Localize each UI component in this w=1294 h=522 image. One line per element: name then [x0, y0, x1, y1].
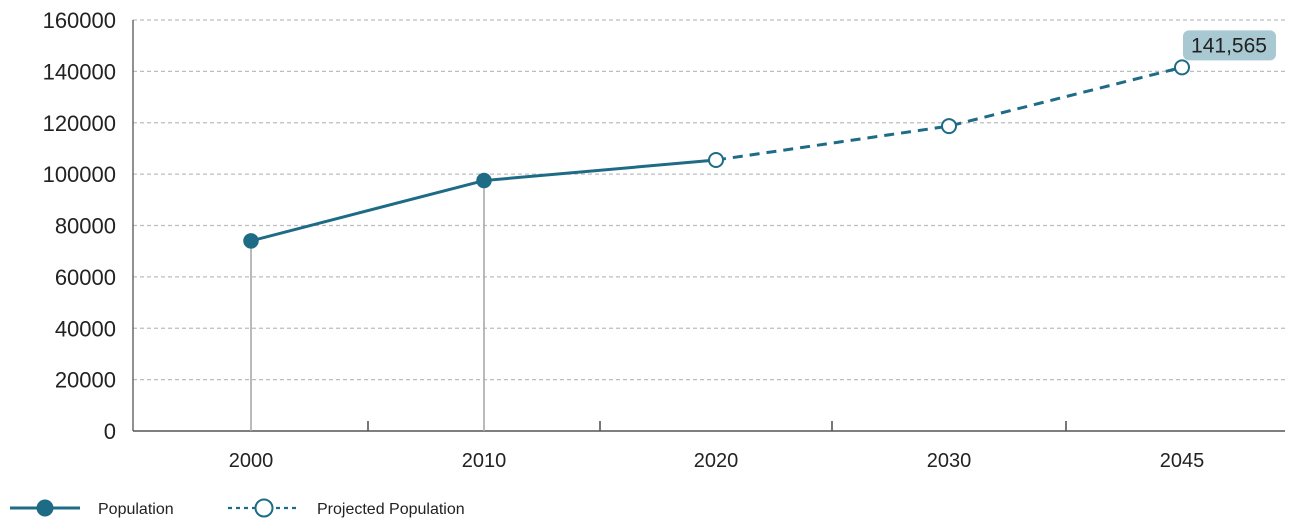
- y-tick-label: 60000: [55, 265, 116, 290]
- grid-lines: [133, 19, 1285, 381]
- legend-population-label: Population: [98, 501, 174, 518]
- legend-projected-label: Projected Population: [317, 501, 465, 518]
- annotation-label: 141,565: [1191, 34, 1267, 57]
- population-point: [243, 233, 259, 249]
- y-tick-label: 160000: [43, 8, 116, 33]
- x-tick-label: 2030: [927, 450, 972, 472]
- legend-projected-marker: [254, 498, 274, 518]
- x-tick-label: 2000: [229, 450, 274, 472]
- legend: Population Projected Population: [10, 498, 465, 518]
- projected-population-point: [941, 118, 957, 135]
- annotation-badge: [1183, 30, 1276, 61]
- y-tick-label: 120000: [43, 111, 116, 136]
- drop-lines: [250, 180, 485, 431]
- y-tick-label: 20000: [55, 368, 116, 393]
- projected-population-line: [715, 65, 1183, 162]
- annotations: 141,565: [1183, 30, 1276, 61]
- y-tick-label: 140000: [43, 59, 116, 84]
- population-point: [476, 172, 492, 189]
- x-tick-label: 2020: [694, 450, 739, 472]
- tick-labels: 0 20000 40000 60000 80000 100000 120000 140000 1…: [43, 8, 1205, 472]
- series: [243, 59, 1190, 249]
- y-tick-label: 40000: [55, 316, 116, 341]
- axes: [132, 20, 1285, 432]
- y-tick-label: 100000: [43, 162, 116, 187]
- y-tick-label: 80000: [55, 214, 116, 239]
- projected-population-point: [708, 151, 724, 168]
- legend-population-marker: [36, 499, 54, 517]
- x-tick-label: 2010: [462, 450, 507, 472]
- x-tick-label: 2045: [1160, 450, 1205, 472]
- projected-population-point: [1174, 59, 1190, 76]
- y-tick-label: 0: [104, 419, 116, 444]
